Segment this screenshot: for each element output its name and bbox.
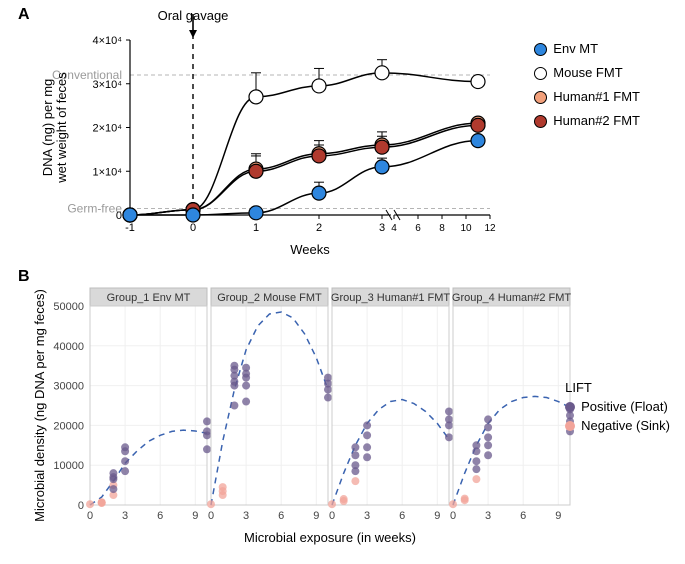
legend-b-title: LIFT xyxy=(565,380,670,395)
svg-text:3×10⁴: 3×10⁴ xyxy=(92,79,122,91)
svg-text:Microbial exposure (in weeks): Microbial exposure (in weeks) xyxy=(244,530,416,545)
svg-text:0: 0 xyxy=(329,510,335,522)
legend-row-human1-fmt: Human#1 FMT xyxy=(534,86,640,108)
legend-label-negative: Negative (Sink) xyxy=(581,418,670,433)
svg-text:6: 6 xyxy=(157,510,163,522)
legend-label-env-mt: Env MT xyxy=(553,38,598,60)
panel-a-svg: ConventionalGerm-free01×10⁴2×10⁴3×10⁴4×1… xyxy=(30,10,510,260)
figure-root: A ConventionalGerm-free01×10⁴2×10⁴3×10⁴4… xyxy=(0,0,685,564)
legend-dot-env-mt xyxy=(534,43,547,56)
svg-text:50000: 50000 xyxy=(53,301,84,313)
legend-row-negative: Negative (Sink) xyxy=(565,418,670,433)
svg-text:9: 9 xyxy=(192,510,198,522)
svg-text:Group_3 Human#1 FMT: Group_3 Human#1 FMT xyxy=(331,292,450,304)
svg-text:6: 6 xyxy=(415,223,421,234)
legend-dot-positive xyxy=(565,402,575,412)
svg-text:10000: 10000 xyxy=(53,460,84,472)
svg-text:9: 9 xyxy=(555,510,561,522)
panel-a-legend: Env MT Mouse FMT Human#1 FMT Human#2 FMT xyxy=(534,38,640,134)
legend-label-human1-fmt: Human#1 FMT xyxy=(553,86,640,108)
svg-text:9: 9 xyxy=(434,510,440,522)
svg-text:3: 3 xyxy=(243,510,249,522)
svg-text:6: 6 xyxy=(399,510,405,522)
legend-dot-negative xyxy=(565,421,575,431)
panel-b-svg: Microbial density (ng DNA per mg feces) M… xyxy=(30,280,575,550)
legend-label-positive: Positive (Float) xyxy=(581,399,668,414)
svg-text:0: 0 xyxy=(450,510,456,522)
panel-b-legend: LIFT Positive (Float) Negative (Sink) xyxy=(565,380,670,433)
svg-text:20000: 20000 xyxy=(53,420,84,432)
legend-dot-human2-fmt xyxy=(534,115,547,128)
svg-text:12: 12 xyxy=(484,223,496,234)
svg-text:3: 3 xyxy=(379,222,385,234)
legend-dot-mouse-fmt xyxy=(534,67,547,80)
svg-text:40000: 40000 xyxy=(53,341,84,353)
legend-row-env-mt: Env MT xyxy=(534,38,640,60)
legend-row-human2-fmt: Human#2 FMT xyxy=(534,110,640,132)
panel-a-label: A xyxy=(18,6,30,24)
panel-a: ConventionalGerm-free01×10⁴2×10⁴3×10⁴4×1… xyxy=(30,10,650,260)
svg-text:2×10⁴: 2×10⁴ xyxy=(92,123,122,135)
svg-text:3: 3 xyxy=(485,510,491,522)
svg-text:3: 3 xyxy=(364,510,370,522)
svg-text:Group_4 Human#2 FMT: Group_4 Human#2 FMT xyxy=(452,292,571,304)
svg-text:0: 0 xyxy=(116,210,122,222)
legend-row-mouse-fmt: Mouse FMT xyxy=(534,62,640,84)
panel-b: Microbial density (ng DNA per mg feces) M… xyxy=(30,280,670,550)
svg-text:4×10⁴: 4×10⁴ xyxy=(92,35,122,47)
svg-text:-1: -1 xyxy=(125,222,135,234)
svg-text:8: 8 xyxy=(439,223,445,234)
svg-text:6: 6 xyxy=(278,510,284,522)
svg-text:DNA (ng) per mg: DNA (ng) per mg xyxy=(40,79,55,177)
svg-text:Oral gavage: Oral gavage xyxy=(158,10,229,23)
svg-text:0: 0 xyxy=(208,510,214,522)
svg-text:Germ-free: Germ-free xyxy=(67,201,122,215)
svg-text:6: 6 xyxy=(520,510,526,522)
legend-dot-human1-fmt xyxy=(534,91,547,104)
svg-text:3: 3 xyxy=(122,510,128,522)
svg-text:10: 10 xyxy=(460,223,472,234)
svg-text:Group_2 Mouse FMT: Group_2 Mouse FMT xyxy=(217,292,322,304)
svg-text:Microbial density (ng DNA per: Microbial density (ng DNA per mg feces) xyxy=(32,289,47,522)
legend-row-positive: Positive (Float) xyxy=(565,399,670,414)
svg-text:Weeks: Weeks xyxy=(290,242,330,257)
svg-text:4: 4 xyxy=(391,223,397,234)
svg-text:Group_1 Env MT: Group_1 Env MT xyxy=(107,292,191,304)
legend-label-human2-fmt: Human#2 FMT xyxy=(553,110,640,132)
svg-text:0: 0 xyxy=(87,510,93,522)
svg-text:9: 9 xyxy=(313,510,319,522)
panel-b-label: B xyxy=(18,268,30,286)
svg-text:0: 0 xyxy=(78,500,84,512)
svg-text:1×10⁴: 1×10⁴ xyxy=(92,166,122,178)
legend-label-mouse-fmt: Mouse FMT xyxy=(553,62,622,84)
svg-text:2: 2 xyxy=(316,222,322,234)
svg-text:30000: 30000 xyxy=(53,381,84,393)
svg-text:wet weight of feces: wet weight of feces xyxy=(54,72,69,184)
svg-text:0: 0 xyxy=(190,222,196,234)
svg-text:1: 1 xyxy=(253,222,259,234)
